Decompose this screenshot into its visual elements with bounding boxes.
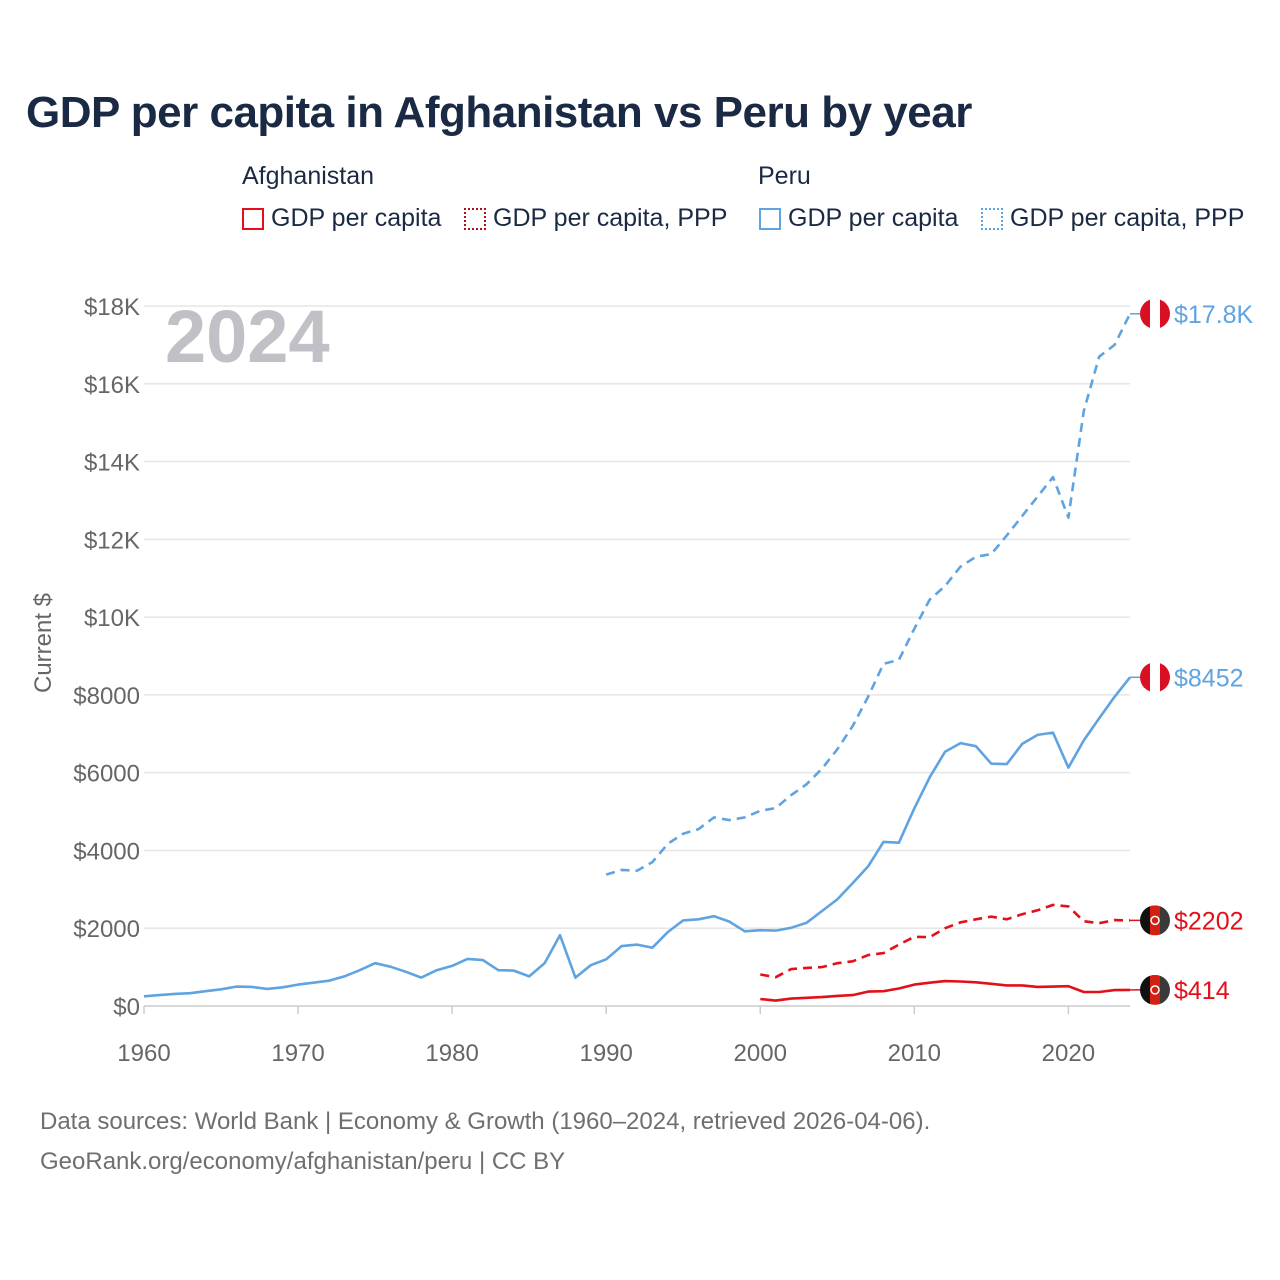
y-axis-label: Current $ [30, 593, 57, 693]
legend-item-afghanistan-gdp[interactable]: GDP per capita [242, 204, 441, 233]
legend-item-label: GDP per capita, PPP [493, 204, 728, 232]
afghanistan-flag-icon [1140, 974, 1170, 1005]
x-tick-label: 1980 [425, 1040, 478, 1067]
y-tick-label: $2000 [73, 916, 140, 943]
footer-sources: Data sources: World Bank | Economy & Gro… [40, 1108, 931, 1135]
y-tick-label: $0 [113, 994, 140, 1021]
legend-swatch-solid-icon [759, 207, 781, 230]
legend-item-label: GDP per capita [788, 204, 959, 232]
chart-title: GDP per capita in Afghanistan vs Peru by… [26, 88, 972, 137]
afghanistan-flag-icon [1140, 905, 1170, 936]
legend-item-peru-gdp[interactable]: GDP per capita [759, 204, 958, 233]
y-tick-label: $18K [84, 294, 140, 321]
grid-lines [144, 305, 1130, 1007]
end-markers: $8452 $17.8K $414 $2202 [1130, 298, 1254, 1005]
y-axis-ticks: $0 $2000 $4000 $6000 $8000 $10K $12K $14K $16K $1… [73, 294, 140, 1021]
x-tick-label: 2000 [734, 1040, 787, 1067]
x-tick-label: 1960 [117, 1040, 170, 1067]
legend-swatch-dotted-icon [464, 207, 486, 230]
series-line-peru-gdp-per-capita-ppp[interactable] [605, 313, 1132, 876]
end-value-label: $17.8K [1174, 301, 1254, 329]
x-tick-label: 1970 [271, 1040, 324, 1067]
x-tick-label: 2020 [1042, 1040, 1095, 1067]
legend-item-peru-gdp-ppp[interactable]: GDP per capita, PPP [981, 204, 1244, 233]
y-tick-label: $10K [84, 605, 140, 632]
series-lines [143, 313, 1132, 1002]
legend-swatch-solid-icon [242, 207, 264, 230]
year-label: 2024 [165, 295, 330, 378]
y-tick-label: $8000 [73, 683, 140, 710]
legend-group-peru: Peru [758, 162, 811, 190]
legend-item-label: GDP per capita, PPP [1010, 204, 1245, 232]
x-tick-label: 1990 [579, 1040, 632, 1067]
series-line-afghanistan-gdp-per-capita-ppp[interactable] [760, 903, 1131, 979]
x-axis-ticks: 1960 1970 1980 1990 2000 2010 2020 [117, 1006, 1095, 1067]
peru-flag-icon [1140, 298, 1170, 329]
end-value-label: $2202 [1174, 907, 1244, 935]
legend-swatch-dotted-icon [981, 207, 1003, 230]
legend-item-afghanistan-gdp-ppp[interactable]: GDP per capita, PPP [464, 204, 727, 233]
end-value-label: $414 [1174, 977, 1230, 1005]
y-tick-label: $4000 [73, 838, 140, 865]
peru-flag-icon [1140, 662, 1170, 693]
series-line-afghanistan-gdp-per-capita[interactable] [760, 979, 1131, 1002]
y-tick-label: $16K [84, 372, 140, 399]
end-value-label: $8452 [1174, 664, 1244, 692]
y-tick-label: $12K [84, 527, 140, 554]
footer-attribution[interactable]: GeoRank.org/economy/afghanistan/peru | C… [40, 1148, 566, 1175]
legend-group-afghanistan: Afghanistan [242, 162, 375, 190]
y-tick-label: $6000 [73, 761, 140, 788]
y-tick-label: $14K [84, 450, 140, 477]
series-line-peru-gdp-per-capita[interactable] [143, 676, 1132, 998]
legend-item-label: GDP per capita [271, 204, 442, 232]
x-tick-label: 2010 [888, 1040, 941, 1067]
